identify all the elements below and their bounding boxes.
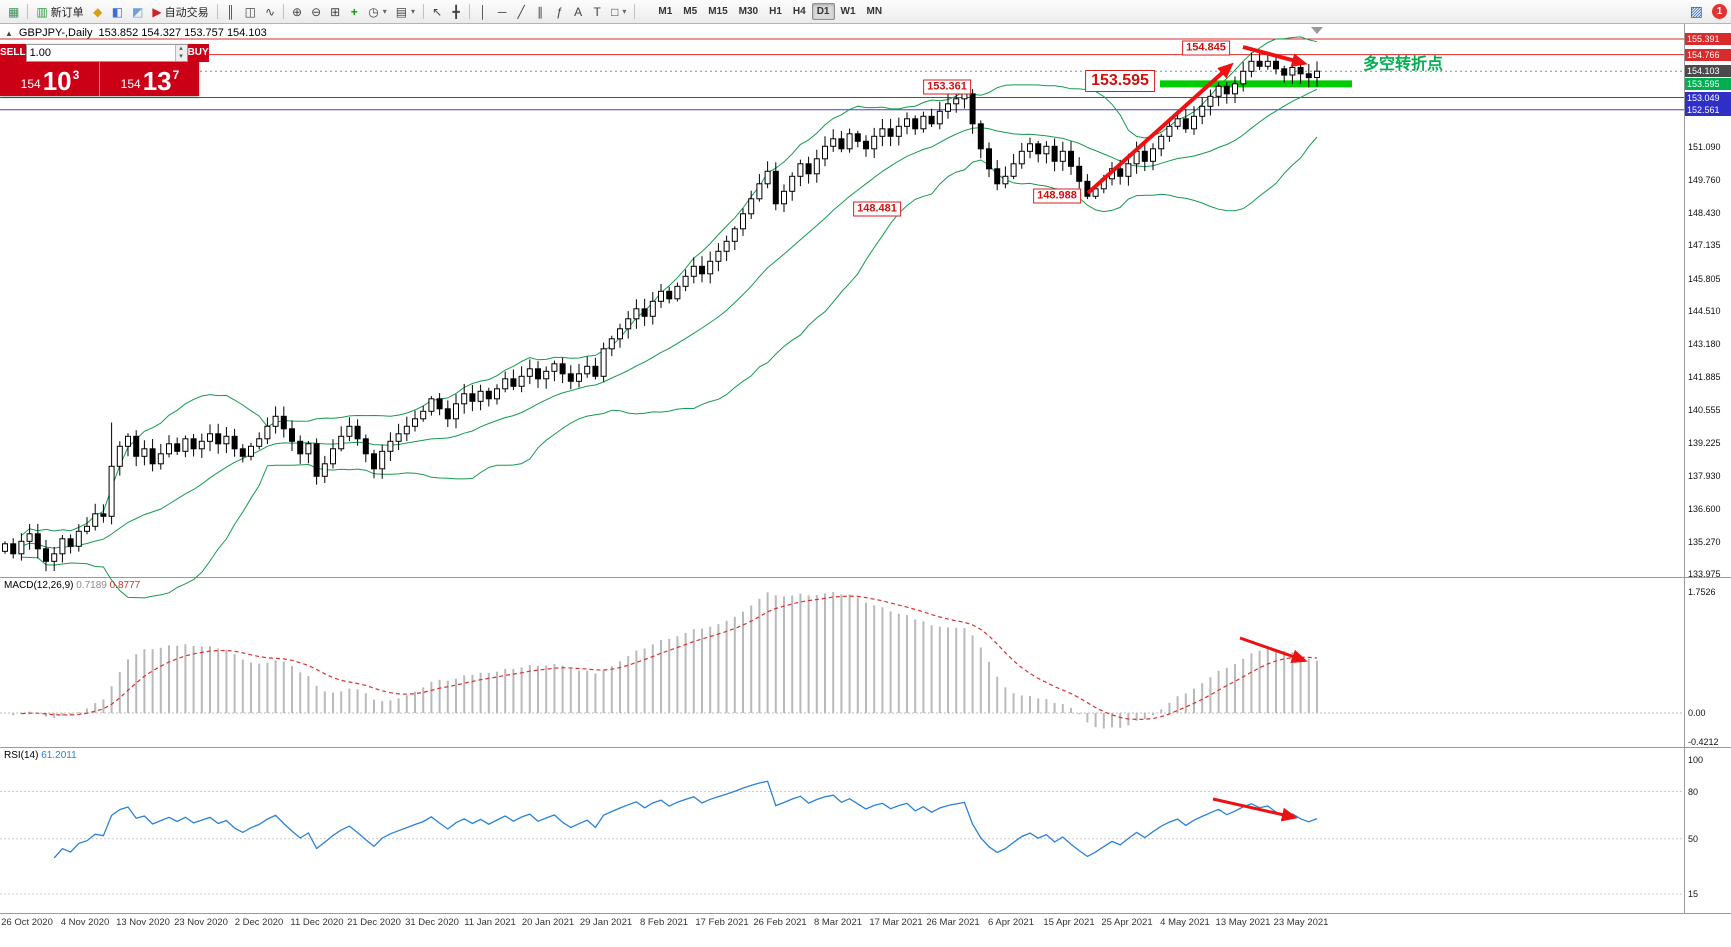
- timeframe-toolbar: M1 M5 M15 M30 H1 H4 D1 W1 MN: [653, 3, 887, 20]
- periods-button[interactable]: ◷ ▾: [364, 2, 391, 22]
- volume-field: ▴ ▾: [25, 44, 188, 62]
- timeframe-m30[interactable]: M30: [738, 6, 759, 17]
- buy-button[interactable]: BUY: [187, 44, 209, 62]
- trade-panel-top-row: SELL ▴ ▾ BUY: [0, 44, 209, 62]
- timeframe-w1[interactable]: W1: [840, 6, 856, 17]
- timeframe-m15[interactable]: M15: [708, 6, 728, 17]
- zoom-in-button[interactable]: ⊕: [288, 2, 306, 22]
- sell-price[interactable]: 154 10 3: [0, 62, 100, 96]
- toolbar-separator: [27, 4, 29, 19]
- macd-main-value: 0.7189: [76, 580, 107, 591]
- indicators-button[interactable]: +: [345, 2, 363, 22]
- shapes-icon: □: [611, 4, 619, 19]
- volume-decrease-button[interactable]: ▾: [179, 53, 183, 60]
- volume-increase-button[interactable]: ▴: [179, 45, 183, 52]
- fibonacci-icon: ƒ: [555, 4, 563, 19]
- bar-chart-button[interactable]: ║: [222, 2, 240, 22]
- text-button[interactable]: A: [569, 2, 587, 22]
- macd-indicator-label: MACD(12,26,9) 0.7189 0.8777: [4, 580, 141, 591]
- notification-badge[interactable]: 1: [1712, 4, 1727, 19]
- timeframe-mn[interactable]: MN: [866, 6, 883, 17]
- one-click-collapse-icon[interactable]: ▲: [5, 28, 13, 38]
- zoom-in-icon: ⊕: [292, 4, 303, 19]
- crosshair-button[interactable]: ╋: [447, 2, 465, 22]
- indicators-add-icon: +: [350, 4, 358, 19]
- market-watch-icon: ◆: [93, 4, 103, 19]
- toolbar-separator: [283, 4, 285, 19]
- auto-trading-button[interactable]: ▶ 自动交易: [148, 2, 212, 22]
- new-order-icon: ▥: [36, 4, 48, 19]
- trade-panel-prices: 154 10 3 154 13 7: [0, 62, 199, 96]
- volume-input[interactable]: [26, 45, 175, 61]
- auto-trading-icon: ▶: [152, 4, 162, 19]
- extension-icon: ▨: [1689, 3, 1703, 19]
- shapes-button[interactable]: □ ▾: [607, 2, 630, 22]
- line-chart-icon: ∿: [264, 4, 276, 19]
- crosshair-icon: ╋: [452, 4, 460, 19]
- toolbar-separator: [423, 4, 425, 19]
- timeframe-m5[interactable]: M5: [683, 6, 698, 17]
- navigator-icon: ◩: [132, 4, 144, 19]
- new-chart-icon: ▦: [8, 4, 20, 19]
- rsi-indicator-label: RSI(14) 61.2011: [4, 750, 77, 761]
- extension-button[interactable]: ▨: [1686, 2, 1707, 22]
- text-label-icon: T: [593, 4, 601, 19]
- new-order-button[interactable]: ▥ 新订单: [32, 2, 87, 22]
- cursor-icon: ↖: [432, 4, 443, 19]
- macd-signal-value: 0.8777: [109, 580, 141, 591]
- timeframe-h1[interactable]: H1: [769, 6, 782, 17]
- new-chart-button[interactable]: ▦: [4, 2, 23, 22]
- toolbar-separator: [469, 4, 471, 19]
- volume-spinner: ▴ ▾: [174, 45, 187, 61]
- templates-button[interactable]: ▤ ▾: [392, 2, 419, 22]
- toolbar-separator: [216, 4, 218, 19]
- channel-button[interactable]: ∥: [531, 2, 549, 22]
- new-order-label: 新订单: [50, 6, 84, 19]
- trendline-icon: ╱: [517, 4, 525, 19]
- main-toolbar: ▦ ▥ 新订单 ◆ ◧ ◩ ▶ 自动交易 ║ ◫ ∿ ⊕ ⊖ ⊞ + ◷ ▾ ▤ ▾…: [0, 0, 1731, 24]
- tile-windows-button[interactable]: ⊞: [326, 2, 344, 22]
- periods-icon: ◷: [368, 4, 379, 19]
- vertical-line-button[interactable]: │: [474, 2, 492, 22]
- trendline-button[interactable]: ╱: [512, 2, 530, 22]
- cursor-button[interactable]: ↖: [428, 2, 446, 22]
- buy-price[interactable]: 154 13 7: [120, 66, 180, 97]
- symbol-period-label: GBPJPY-,Daily: [18, 27, 93, 39]
- templates-icon: ▤: [395, 4, 408, 19]
- rsi-value: 61.2011: [41, 750, 77, 761]
- chevron-down-icon: ▾: [382, 7, 387, 16]
- market-watch-button[interactable]: ◆: [89, 2, 107, 22]
- toolbar-separator: [634, 4, 636, 19]
- bar-chart-icon: ║: [226, 4, 235, 19]
- candlestick-chart-icon: ◫: [244, 4, 256, 19]
- chevron-down-icon: ▾: [622, 7, 627, 16]
- vertical-line-icon: │: [479, 4, 487, 19]
- channel-icon: ∥: [537, 4, 544, 19]
- fibonacci-button[interactable]: ƒ: [550, 2, 568, 22]
- ohlc-values: 153.852 154.327 153.757 154.103: [98, 27, 267, 39]
- timeframe-d1[interactable]: D1: [811, 3, 835, 20]
- timeframe-h4[interactable]: H4: [792, 6, 806, 17]
- chevron-down-icon: ▾: [411, 7, 416, 16]
- line-chart-button[interactable]: ∿: [261, 2, 279, 22]
- chart-symbol-title: ▲ GBPJPY-,Daily 153.852 154.327 153.757 …: [5, 27, 267, 39]
- data-window-button[interactable]: ◧: [108, 2, 127, 22]
- candlestick-chart-button[interactable]: ◫: [241, 2, 260, 22]
- horizontal-line-icon: ─: [497, 4, 507, 19]
- text-label-button[interactable]: T: [588, 2, 606, 22]
- auto-trading-label: 自动交易: [164, 6, 209, 19]
- horizontal-line-button[interactable]: ─: [493, 2, 511, 22]
- sell-button[interactable]: SELL: [0, 44, 26, 62]
- text-icon: A: [574, 4, 583, 19]
- data-window-icon: ◧: [111, 4, 124, 19]
- tile-windows-icon: ⊞: [330, 4, 341, 19]
- zoom-out-icon: ⊖: [311, 4, 322, 19]
- navigator-button[interactable]: ◩: [128, 2, 147, 22]
- zoom-out-button[interactable]: ⊖: [307, 2, 325, 22]
- timeframe-m1[interactable]: M1: [658, 6, 673, 17]
